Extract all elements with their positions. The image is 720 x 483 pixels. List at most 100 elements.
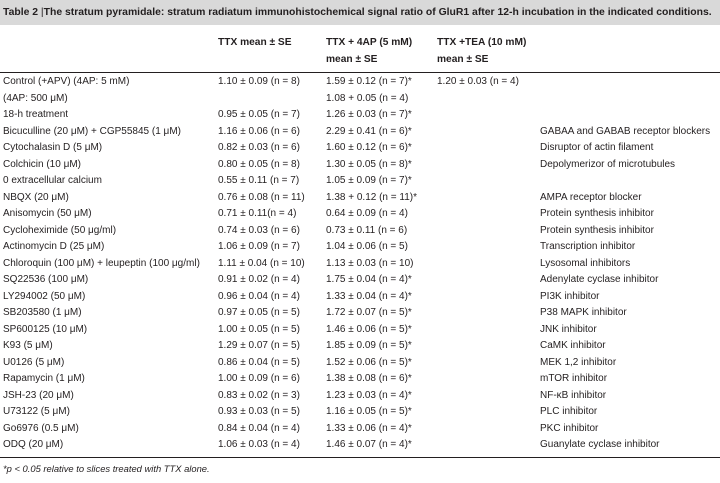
cell-condition: K93 (5 μM): [3, 340, 53, 351]
cell-ttx: 0.74 ± 0.03 (n = 6): [218, 224, 300, 236]
header-condition: [0, 34, 215, 72]
cell-ttx-4ap: 0.64 ± 0.09 (n = 4): [326, 208, 408, 219]
table-row: ODQ (20 μM) 1.06 ± 0.03 (n = 4) 1.46 ± 0.0…: [0, 437, 720, 454]
table-row: NBQX (20 μM) 0.76 ± 0.08 (n = 11) 1.38 + 0…: [0, 190, 720, 207]
cell-ttx: 0.71 ± 0.11(n = 4): [218, 208, 297, 219]
cell-condition: SB203580 (1 μM): [3, 307, 82, 318]
cell-condition: Control (+APV) (4AP: 5 mM): [3, 76, 130, 87]
data-table: TTX mean ± SE TTX + 4AP (5 mM) mean ± SE…: [0, 34, 720, 454]
cell-note: CaMK inhibitor: [540, 340, 606, 351]
cell-condition: ODQ (20 μM): [3, 439, 64, 450]
cell-ttx-tea: [434, 404, 537, 421]
cell-note: [537, 91, 720, 108]
cell-condition: Cycloheximide (50 μg/ml): [3, 224, 117, 236]
cell-note: Protein synthesis inhibitor: [540, 224, 654, 236]
header-note: [537, 34, 720, 72]
cell-note: PI3K inhibitor: [540, 290, 600, 302]
cell-ttx-tea: [434, 256, 537, 273]
table-row: SQ22536 (100 μM) 0.91 ± 0.02 (n = 4) 1.75 …: [0, 272, 720, 289]
cell-ttx-4ap: 1.85 ± 0.09 (n = 5)*: [326, 340, 412, 351]
cell-ttx: 0.96 ± 0.04 (n = 4): [218, 290, 300, 302]
table-row: SP600125 (10 μM) 1.00 ± 0.05 (n = 5) 1.46 …: [0, 322, 720, 339]
cell-condition: Actinomycin D (25 μM): [3, 241, 105, 252]
table-row: Chloroquin (100 μM) + leupeptin (100 μg/…: [0, 256, 720, 273]
table-row: 18-h treatment 0.95 ± 0.05 (n = 7) 1.26 ± …: [0, 107, 720, 124]
cell-ttx-4ap: 1.33 ± 0.04 (n = 4)*: [326, 290, 412, 302]
cell-ttx-tea: [434, 388, 537, 405]
caption-separator: |: [38, 7, 44, 18]
cell-ttx-4ap: 1.72 ± 0.07 (n = 5)*: [326, 307, 412, 318]
table-row: Colchicin (10 μM) 0.80 ± 0.05 (n = 8) 1.30…: [0, 157, 720, 174]
cell-ttx: 0.84 ± 0.04 (n = 4): [218, 422, 300, 434]
cell-note: AMPA receptor blocker: [540, 191, 642, 203]
cell-ttx-tea: [434, 239, 537, 256]
cell-ttx-tea: [434, 190, 537, 207]
cell-condition: Colchicin (10 μM): [3, 158, 82, 170]
cell-note: MEK 1,2 inhibitor: [540, 356, 617, 368]
cell-ttx-tea: [434, 173, 537, 190]
table-header-row: TTX mean ± SE TTX + 4AP (5 mM) mean ± SE…: [0, 34, 720, 72]
cell-ttx-4ap: 1.46 ± 0.07 (n = 4)*: [326, 439, 412, 450]
cell-ttx-4ap: 0.73 ± 0.11 (n = 6): [326, 224, 408, 236]
table-row: K93 (5 μM) 1.29 ± 0.07 (n = 5) 1.85 ± 0.09…: [0, 338, 720, 355]
table-row: LY294002 (50 μM) 0.96 ± 0.04 (n = 4) 1.33 …: [0, 289, 720, 306]
header-rule: [0, 72, 720, 73]
cell-note: Lysosomal inhibitors: [540, 257, 631, 269]
cell-ttx: 0.80 ± 0.05 (n = 8): [218, 158, 300, 170]
cell-note: JNK inhibitor: [540, 323, 597, 335]
cell-condition: 0 extracellular calcium: [3, 175, 102, 186]
cell-ttx-tea: [434, 91, 537, 108]
footnote: *p < 0.05 relative to slices treated wit…: [3, 463, 210, 474]
cell-ttx-4ap: 1.30 ± 0.05 (n = 8)*: [326, 158, 412, 170]
cell-ttx: 0.95 ± 0.05 (n = 7): [218, 109, 300, 120]
cell-ttx-4ap: 1.38 ± 0.08 (n = 6)*: [326, 373, 412, 384]
cell-condition: Anisomycin (50 μM): [3, 208, 92, 219]
table-row: Go6976 (0.5 μM) 0.84 ± 0.04 (n = 4) 1.33 ±…: [0, 421, 720, 438]
cell-condition: (4AP: 500 μM): [3, 92, 68, 104]
cell-condition: Cytochalasin D (5 μM): [3, 142, 103, 153]
table-body: Control (+APV) (4AP: 5 mM) 1.10 ± 0.09 (n…: [0, 72, 720, 454]
cell-note: Depolymerizor of microtubules: [540, 158, 676, 170]
cell-ttx-tea: [434, 338, 537, 355]
table-row: Cytochalasin D (5 μM) 0.82 ± 0.03 (n = 6)…: [0, 140, 720, 157]
cell-ttx: 0.93 ± 0.03 (n = 5): [218, 406, 300, 417]
cell-ttx: 1.06 ± 0.03 (n = 4): [218, 439, 300, 450]
cell-ttx-4ap: 1.23 ± 0.03 (n = 4)*: [326, 389, 412, 401]
cell-note: Transcription inhibitor: [540, 241, 636, 252]
cell-condition: SQ22536 (100 μM): [3, 274, 89, 285]
cell-note: Adenylate cyclase inhibitor: [540, 274, 659, 285]
cell-ttx-tea: [434, 289, 537, 306]
cell-condition: JSH-23 (20 μM): [3, 389, 74, 401]
cell-ttx-4ap: 1.16 ± 0.05 (n = 5)*: [326, 406, 412, 417]
cell-ttx: 0.76 ± 0.08 (n = 11): [218, 191, 305, 203]
cell-ttx-tea: [434, 437, 537, 454]
cell-ttx-tea: [434, 371, 537, 388]
cell-note: GABAA and GABAB receptor blockers: [540, 125, 711, 137]
cell-ttx-tea: [434, 272, 537, 289]
cell-ttx-tea: 1.20 ± 0.03 (n = 4): [437, 76, 519, 87]
cell-condition: Bicuculline (20 μM) + CGP55845 (1 μM): [3, 125, 181, 137]
cell-ttx: 1.11 ± 0.04 (n = 10): [218, 257, 305, 269]
cell-ttx-4ap: 1.52 ± 0.06 (n = 5)*: [326, 356, 412, 368]
cell-ttx-4ap: 1.60 ± 0.12 (n = 6)*: [326, 142, 412, 153]
cell-ttx-tea: [434, 305, 537, 322]
cell-ttx-4ap: 2.29 ± 0.41 (n = 6)*: [326, 125, 412, 137]
header-ttx-tea: TTX +TEA (10 mM) mean ± SE: [437, 37, 527, 65]
cell-ttx: [215, 91, 323, 108]
cell-ttx-tea: [434, 421, 537, 438]
cell-note: Protein synthesis inhibitor: [540, 208, 654, 219]
cell-ttx: 0.86 ± 0.04 (n = 5): [218, 356, 300, 368]
table-row: Anisomycin (50 μM) 0.71 ± 0.11(n = 4) 0.64…: [0, 206, 720, 223]
cell-condition: U73122 (5 μM): [3, 406, 70, 417]
cell-condition: Go6976 (0.5 μM): [3, 422, 79, 434]
cell-ttx-4ap: 1.26 ± 0.03 (n = 7)*: [326, 109, 412, 120]
table-row: JSH-23 (20 μM) 0.83 ± 0.02 (n = 3) 1.23 ± …: [0, 388, 720, 405]
cell-note: [537, 173, 720, 190]
cell-condition: NBQX (20 μM): [3, 191, 69, 203]
cell-ttx-tea: [434, 124, 537, 141]
cell-condition: 18-h treatment: [3, 109, 69, 120]
cell-ttx-4ap: 1.38 + 0.12 (n = 11)*: [326, 191, 417, 203]
cell-ttx: 1.29 ± 0.07 (n = 5): [218, 340, 300, 351]
caption-text: The stratum pyramidale: stratum radiatum…: [43, 7, 712, 18]
table-row: Actinomycin D (25 μM) 1.06 ± 0.09 (n = 7)…: [0, 239, 720, 256]
